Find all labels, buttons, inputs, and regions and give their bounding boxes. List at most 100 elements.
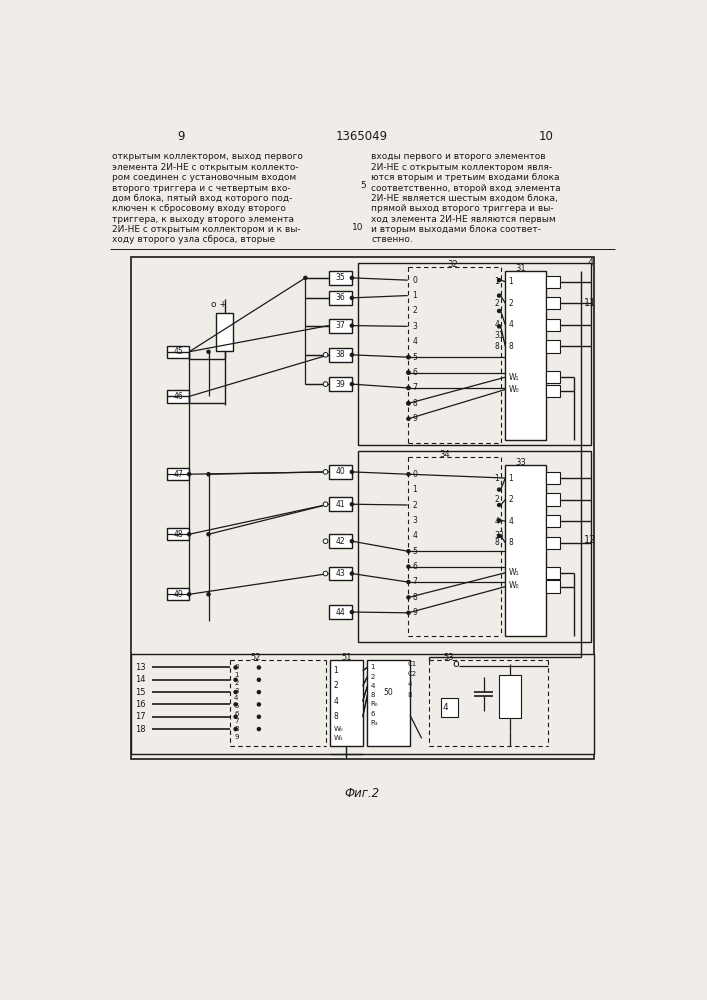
Circle shape (234, 691, 237, 694)
Text: 8: 8 (234, 726, 238, 732)
Text: 9: 9 (412, 608, 417, 617)
Circle shape (407, 402, 410, 405)
Bar (329, 348, 352, 362)
Bar (329, 534, 352, 548)
Text: o +: o + (211, 300, 227, 309)
Text: 5: 5 (234, 703, 238, 709)
Circle shape (323, 539, 328, 544)
Text: 2И-НЕ с открытым коллектором и к вы-: 2И-НЕ с открытым коллектором и к вы- (112, 225, 300, 234)
Circle shape (257, 666, 260, 669)
Bar (168, 346, 189, 358)
Circle shape (407, 417, 410, 420)
Text: 52: 52 (250, 653, 261, 662)
Text: 10: 10 (352, 223, 364, 232)
Bar (546, 340, 559, 353)
Text: 8: 8 (508, 342, 513, 351)
Circle shape (498, 294, 501, 297)
Text: 49: 49 (173, 590, 183, 599)
Text: 1: 1 (508, 277, 513, 286)
Circle shape (407, 580, 410, 584)
Circle shape (407, 371, 410, 374)
Text: 34: 34 (440, 450, 450, 459)
Circle shape (407, 371, 410, 374)
Bar (546, 276, 559, 288)
Text: 16: 16 (135, 700, 146, 709)
Bar (546, 385, 559, 397)
Text: 1: 1 (234, 672, 238, 678)
Text: C2: C2 (408, 671, 417, 677)
Text: 13: 13 (135, 663, 146, 672)
Text: 44: 44 (335, 608, 345, 617)
Text: 11: 11 (585, 298, 597, 308)
Circle shape (498, 279, 501, 282)
Circle shape (407, 596, 410, 599)
Text: 3: 3 (412, 322, 417, 331)
Circle shape (207, 533, 210, 536)
Circle shape (498, 519, 501, 522)
Text: 1: 1 (508, 474, 513, 483)
Circle shape (323, 470, 328, 474)
Text: 2: 2 (333, 681, 338, 690)
Bar (216, 312, 233, 351)
Text: ром соединен с установочным входом: ром соединен с установочным входом (112, 173, 296, 182)
Text: 48: 48 (173, 530, 183, 539)
Circle shape (207, 473, 210, 476)
Text: 9: 9 (177, 130, 185, 143)
Text: 36: 36 (335, 293, 345, 302)
Text: 37: 37 (335, 321, 345, 330)
Text: 4: 4 (234, 695, 238, 701)
Text: 9: 9 (234, 734, 238, 740)
Text: 6: 6 (412, 562, 417, 571)
Circle shape (187, 593, 191, 596)
Text: 7: 7 (412, 383, 417, 392)
Bar (546, 472, 559, 484)
Circle shape (257, 728, 260, 731)
Circle shape (234, 715, 237, 718)
Text: ход элемента 2И-НЕ являются первым: ход элемента 2И-НЕ являются первым (371, 215, 556, 224)
Text: 0: 0 (412, 470, 417, 479)
Bar (546, 297, 559, 309)
Circle shape (257, 691, 260, 694)
Text: 4: 4 (412, 337, 417, 346)
Circle shape (234, 666, 237, 669)
Text: 45: 45 (173, 347, 183, 356)
Circle shape (323, 382, 328, 386)
Text: второго триггера и с четвертым вхо-: второго триггера и с четвертым вхо- (112, 184, 291, 193)
Circle shape (207, 350, 210, 353)
Text: элемента 2И-НЕ с открытым коллекто-: элемента 2И-НЕ с открытым коллекто- (112, 163, 298, 172)
Text: 5: 5 (412, 353, 417, 362)
Bar (329, 291, 352, 305)
Bar (546, 319, 559, 331)
Circle shape (351, 540, 354, 543)
Text: 41: 41 (335, 500, 345, 509)
Text: W₁: W₁ (333, 735, 343, 741)
Circle shape (407, 611, 410, 614)
Text: 40: 40 (335, 467, 345, 476)
Text: 2: 2 (412, 500, 417, 510)
Bar (329, 377, 352, 391)
Circle shape (407, 356, 410, 359)
Text: соответственно, второй вход элемента: соответственно, второй вход элемента (371, 184, 561, 193)
Text: прямой выход второго триггера и вы-: прямой выход второго триггера и вы- (371, 204, 554, 213)
Text: 10: 10 (538, 130, 553, 143)
Text: 4: 4 (333, 697, 338, 706)
Text: 46: 46 (173, 392, 183, 401)
Text: 3: 3 (412, 516, 417, 525)
Bar (441, 698, 458, 717)
Text: 7: 7 (412, 578, 417, 586)
Text: 31: 31 (515, 264, 526, 273)
Text: 2: 2 (508, 299, 513, 308)
Text: 43: 43 (335, 569, 345, 578)
Bar (368, 660, 410, 746)
Text: и вторым выходами блока соответ-: и вторым выходами блока соответ- (371, 225, 542, 234)
Bar (358, 263, 590, 445)
Text: 8: 8 (494, 342, 499, 351)
Circle shape (351, 353, 354, 356)
Text: 1: 1 (333, 666, 338, 675)
Text: 33: 33 (515, 458, 526, 467)
Text: W₁: W₁ (508, 373, 519, 382)
Text: 4: 4 (442, 703, 448, 712)
Circle shape (498, 534, 501, 537)
Text: ходу второго узла сброса, вторые: ходу второго узла сброса, вторые (112, 235, 275, 244)
Text: 7: 7 (234, 718, 238, 724)
